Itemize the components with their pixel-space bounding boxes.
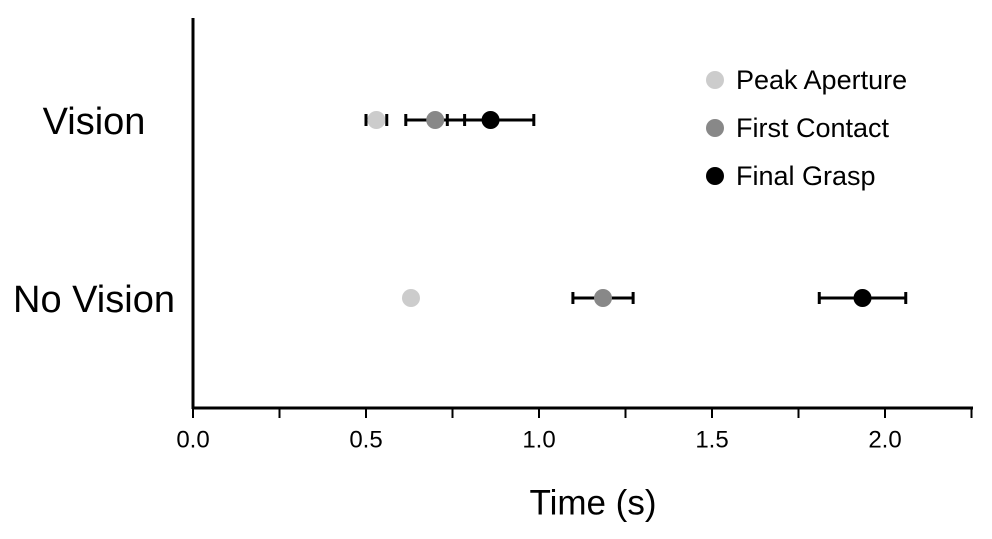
y-tick-label: No Vision — [13, 279, 175, 321]
x-tick-label: 1.5 — [695, 426, 728, 453]
x-tick-label: 1.0 — [522, 426, 555, 453]
legend-marker — [706, 119, 724, 137]
legend-label: First Contact — [736, 113, 890, 143]
legend-label: Final Grasp — [736, 161, 876, 191]
legend-marker — [706, 71, 724, 89]
dot — [367, 111, 386, 129]
dot — [853, 289, 872, 307]
legend-label: Peak Aperture — [736, 65, 907, 95]
x-tick-label: 0.5 — [349, 426, 382, 453]
y-tick-label: Vision — [43, 101, 146, 143]
legend-marker — [706, 167, 724, 185]
x-tick-label: 2.0 — [868, 426, 901, 453]
dot — [594, 289, 613, 307]
x-tick-label: 0.0 — [176, 426, 209, 453]
dot — [426, 111, 445, 129]
dot — [481, 111, 500, 129]
dot — [401, 289, 420, 307]
x-axis-label: Time (s) — [529, 483, 656, 522]
